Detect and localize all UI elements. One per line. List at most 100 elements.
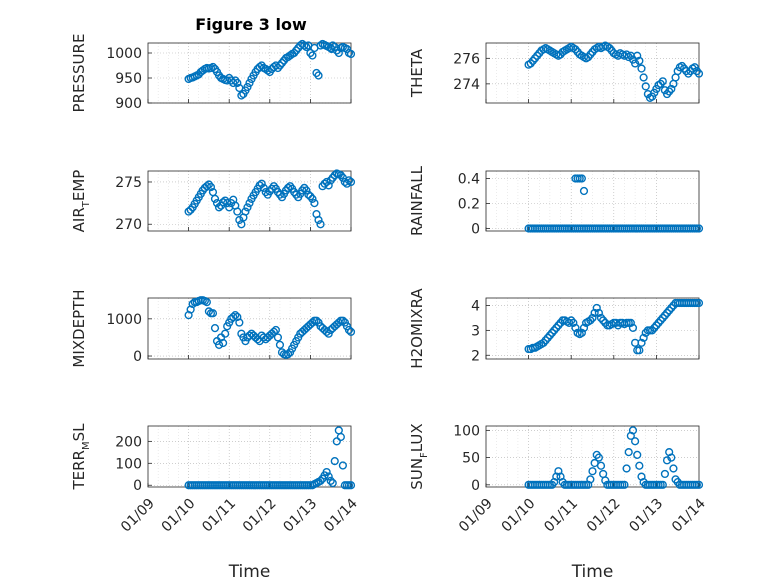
y-axis-label-subscript: F [419, 452, 430, 458]
data-point [545, 331, 555, 340]
data-point [210, 194, 220, 203]
data-point [334, 426, 343, 435]
axes-box [485, 425, 700, 488]
data-point [662, 308, 672, 318]
data-point [552, 323, 561, 332]
subplot-p6: 2 3 4 H2OMIXRA [408, 288, 704, 369]
x-tick-label: 01/12 [240, 496, 280, 536]
y-axis-label: SUNFLUX [408, 423, 430, 489]
data-point [328, 41, 337, 50]
y-axis-label-subscript: M [81, 441, 92, 450]
data-point [633, 450, 642, 459]
y-axis-label: H2OMIXRA [408, 288, 426, 369]
subplot-p7: 0 100 200 01/09 01/10 01/11 01/12 01/13 01/14 Tim… [70, 423, 361, 582]
y-axis-label-main: AIR [70, 207, 88, 232]
x-axis-label: Time [571, 562, 614, 582]
data-point [336, 432, 345, 442]
y-tick-label: 0 [471, 222, 480, 238]
data-point [342, 44, 352, 54]
subplot-p2: 274 276 THETA [408, 41, 704, 104]
data-point [660, 469, 670, 479]
data-point [241, 207, 250, 216]
data-point [633, 51, 642, 60]
data-point [588, 467, 597, 476]
x-tick-label: 01/12 [584, 496, 624, 536]
data-point [628, 426, 638, 435]
data-point [237, 91, 246, 100]
x-tick-label: 01/14 [669, 496, 709, 536]
data-point [639, 73, 648, 82]
x-tick-label: 01/09 [456, 496, 496, 536]
subplot-p4: 0 0.2 0.4 RAINFALL [408, 165, 704, 238]
data-point [569, 318, 578, 327]
data-point [564, 318, 574, 327]
data-point [286, 51, 295, 60]
data-point [590, 308, 599, 318]
data-point [669, 464, 678, 473]
axes-box [485, 297, 700, 360]
data-point [219, 338, 228, 348]
data-point [541, 336, 550, 345]
data-point [322, 327, 331, 336]
data-point [658, 313, 667, 323]
data-point [314, 71, 323, 80]
data-point [344, 176, 354, 185]
data-point [214, 203, 224, 212]
data-point [202, 182, 211, 191]
data-point [229, 312, 238, 322]
y-axis-label-main: SUN [408, 458, 426, 490]
data-point [221, 329, 230, 338]
data-point [346, 327, 356, 336]
data-point [206, 182, 216, 192]
y-tick-label: 0 [133, 349, 142, 365]
data-point [630, 59, 640, 68]
data-point [302, 186, 311, 195]
x-tick-label: 01/13 [626, 496, 666, 536]
data-point [346, 177, 356, 187]
data-point [579, 323, 589, 332]
data-point [259, 183, 268, 193]
y-tick-label: 1000 [106, 312, 142, 328]
x-tick-label: 01/10 [499, 496, 539, 536]
data-point [637, 64, 646, 73]
data-point [635, 346, 644, 355]
y-tick-label: 274 [453, 77, 480, 93]
data-point [594, 308, 603, 318]
y-tick-label: 0 [471, 478, 480, 494]
y-tick-label: 100 [453, 423, 480, 439]
data-point [330, 171, 339, 180]
data-point [665, 306, 674, 315]
data-point [344, 325, 354, 335]
data-point [316, 220, 325, 229]
data-point [308, 51, 317, 60]
data-point [579, 186, 589, 196]
y-tick-label: 275 [115, 175, 142, 191]
data-point [635, 461, 644, 470]
data-point [628, 323, 638, 332]
data-point [550, 326, 559, 335]
data-point [273, 333, 283, 342]
data-point [586, 316, 595, 325]
data-point [269, 327, 278, 336]
data-point [312, 316, 321, 325]
y-axis-label: PRESSURE [70, 34, 88, 113]
data-point [694, 298, 704, 308]
y-axis-label-main: PRESSURE [70, 34, 88, 113]
y-axis-label: AIRTEMP [70, 170, 92, 233]
y-tick-label: 3 [471, 323, 480, 339]
data-point [586, 475, 595, 484]
data-point [667, 453, 676, 462]
figure-title: Figure 3 low [195, 15, 307, 34]
y-tick-label: 0.4 [458, 172, 480, 188]
y-axis-label: TERRMSL [70, 423, 92, 491]
data-point [320, 179, 329, 188]
data-point [656, 316, 665, 325]
data-point [208, 62, 218, 72]
y-tick-label: 2 [471, 348, 480, 364]
data-point [577, 328, 586, 337]
data-point [204, 307, 214, 316]
data-point [567, 316, 576, 325]
data-point [257, 179, 266, 188]
